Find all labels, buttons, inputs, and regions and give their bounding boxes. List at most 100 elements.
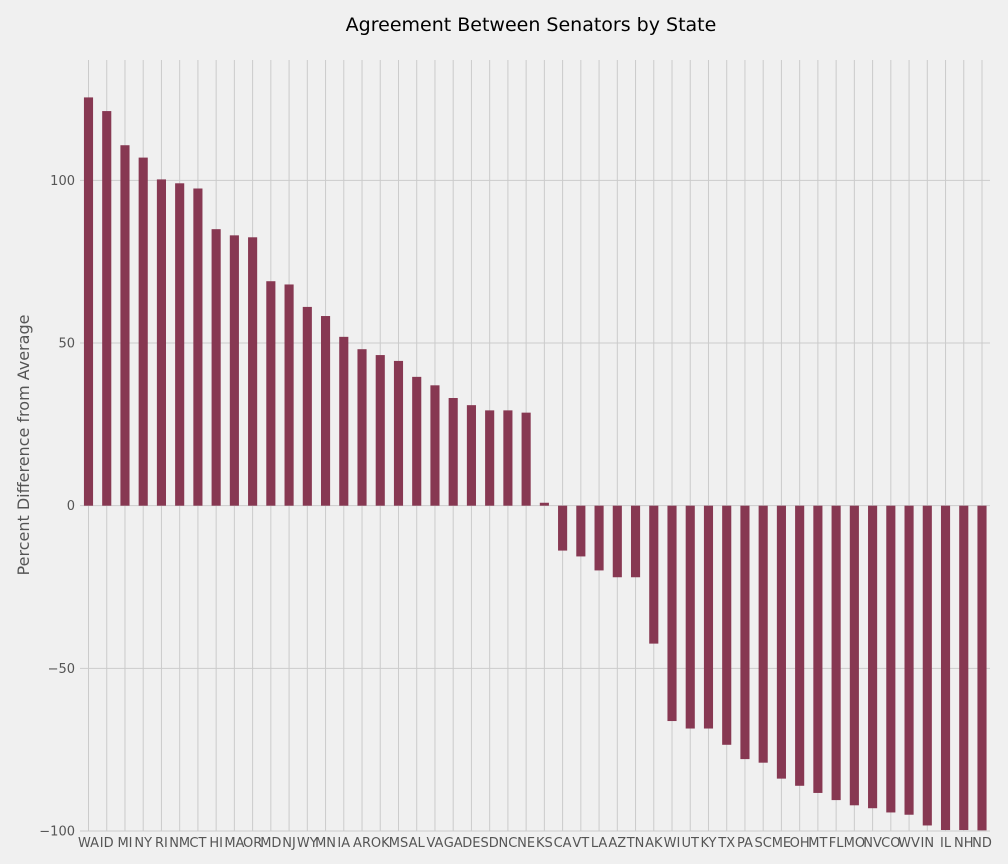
bar-ks bbox=[539, 502, 549, 506]
bar-tx bbox=[722, 505, 732, 745]
bar-wi bbox=[667, 505, 677, 722]
x-tick-label: ND bbox=[972, 836, 992, 851]
x-tick-label: KY bbox=[700, 836, 716, 851]
x-tick-label: NJ bbox=[282, 836, 296, 851]
bar-ct bbox=[193, 188, 203, 506]
bar-la bbox=[594, 505, 604, 571]
bar-va bbox=[430, 385, 440, 506]
bar-in bbox=[922, 505, 932, 826]
bar-ri bbox=[156, 179, 166, 506]
x-tick-label: WY bbox=[297, 836, 318, 851]
bar-ar bbox=[357, 349, 367, 506]
bar-nc bbox=[503, 410, 513, 506]
x-tick-label: IA bbox=[337, 836, 350, 851]
x-tick-label: MT bbox=[808, 836, 827, 851]
x-tick-label: CO bbox=[881, 836, 900, 851]
bar-de bbox=[466, 405, 476, 506]
bar-ia bbox=[339, 336, 349, 506]
x-tick-label: ME bbox=[772, 836, 791, 851]
x-tick-label: AL bbox=[409, 836, 426, 851]
bar-ky bbox=[703, 505, 714, 729]
x-tick-label: VT bbox=[572, 836, 589, 851]
bar-nv bbox=[868, 505, 878, 809]
x-tick-label: RI bbox=[155, 836, 168, 851]
x-tick-label: CA bbox=[554, 836, 572, 851]
x-tick-label: FL bbox=[829, 836, 844, 851]
x-tick-label: MI bbox=[117, 836, 132, 851]
x-tick-label: DE bbox=[462, 836, 480, 851]
x-tick-label: GA bbox=[444, 836, 463, 851]
bar-co bbox=[886, 505, 896, 813]
bar-mn bbox=[320, 316, 331, 506]
bar-ut bbox=[685, 505, 695, 729]
x-tick-label: WA bbox=[78, 836, 99, 851]
x-tick-label: OR bbox=[243, 836, 262, 851]
x-tick-label: CT bbox=[189, 836, 206, 851]
x-tick-label: SC bbox=[755, 836, 772, 851]
bar-ny bbox=[138, 157, 148, 506]
x-tick-label: UT bbox=[682, 836, 700, 851]
y-tick-label: −50 bbox=[48, 662, 75, 677]
x-tick-label: MN bbox=[315, 836, 336, 851]
bar-nj bbox=[284, 284, 294, 506]
x-tick-label: NH bbox=[954, 836, 974, 851]
bar-nh bbox=[959, 505, 969, 831]
bar-hi bbox=[211, 229, 221, 506]
bar-ga bbox=[448, 398, 458, 506]
bar-ca bbox=[558, 505, 568, 551]
bar-il bbox=[940, 505, 951, 831]
x-tick-label: VA bbox=[426, 836, 443, 851]
bar-al bbox=[412, 376, 422, 506]
x-tick-label: HI bbox=[209, 836, 223, 851]
bar-wy bbox=[302, 306, 312, 506]
bar-wv bbox=[904, 505, 914, 815]
x-tick-label: WV bbox=[898, 836, 920, 851]
y-tick-label: 0 bbox=[67, 499, 75, 514]
x-tick-label: AZ bbox=[608, 836, 626, 851]
x-tick-label: OK bbox=[371, 836, 390, 851]
x-tick-label: TN bbox=[626, 836, 645, 851]
x-tick-label: AR bbox=[353, 836, 371, 851]
y-tick-label: 100 bbox=[50, 174, 75, 189]
bar-mi bbox=[120, 145, 130, 506]
x-tick-label: AK bbox=[645, 836, 663, 851]
x-tick-label: NM bbox=[169, 836, 190, 851]
bar-ok bbox=[375, 355, 385, 506]
x-tick-label: IN bbox=[921, 836, 935, 851]
x-tick-label: KS bbox=[536, 836, 553, 851]
x-tick-label: ID bbox=[100, 836, 114, 851]
bar-or bbox=[248, 237, 258, 506]
bar-sd bbox=[485, 410, 495, 506]
x-tick-label: LA bbox=[591, 836, 608, 851]
bar-sc bbox=[758, 505, 768, 763]
bar-fl bbox=[831, 505, 841, 801]
chart-title: Agreement Between Senators by State bbox=[346, 14, 717, 36]
bar-az bbox=[612, 505, 622, 578]
x-tick-label: SD bbox=[481, 836, 499, 851]
bar-wa bbox=[83, 97, 94, 506]
bar-oh bbox=[795, 505, 805, 786]
x-tick-label: NY bbox=[134, 836, 152, 851]
bar-ma bbox=[229, 235, 239, 506]
bar-me bbox=[776, 505, 786, 779]
x-tick-label: TX bbox=[717, 836, 735, 851]
x-tick-label: MD bbox=[260, 836, 281, 851]
bar-pa bbox=[740, 505, 750, 760]
bar-ne bbox=[521, 412, 531, 506]
bar-ak bbox=[649, 505, 659, 644]
bar-mo bbox=[849, 505, 859, 806]
bar-id bbox=[102, 111, 112, 506]
bar-ms bbox=[393, 360, 404, 506]
bar-nd bbox=[977, 505, 987, 831]
x-tick-label: MA bbox=[224, 836, 244, 851]
y-axis-ticks: 100 50 0 −50 −100 bbox=[39, 174, 75, 840]
x-tick-label: NV bbox=[863, 836, 882, 851]
bar-tn bbox=[630, 505, 641, 578]
bar-md bbox=[266, 281, 276, 506]
x-tick-label: NC bbox=[498, 836, 517, 851]
y-axis-label: Percent Difference from Average bbox=[14, 315, 33, 576]
x-tick-label: IL bbox=[940, 836, 952, 851]
x-tick-label: MO bbox=[844, 836, 865, 851]
